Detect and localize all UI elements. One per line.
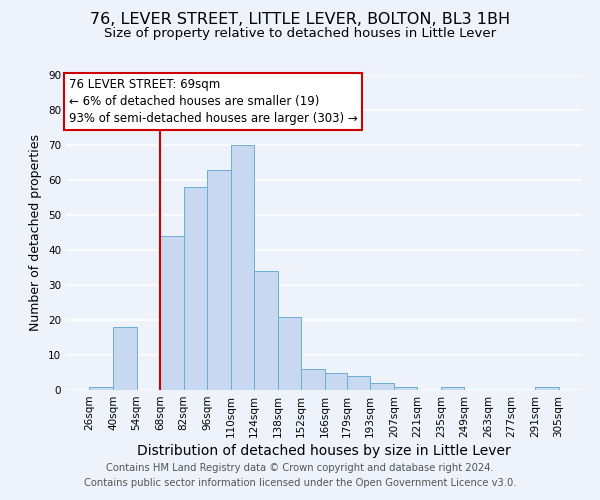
Text: Distribution of detached houses by size in Little Lever: Distribution of detached houses by size … (137, 444, 511, 458)
Bar (301, 369, 325, 390)
Bar (394, 386, 418, 390)
Bar (113, 327, 137, 390)
Bar (535, 386, 559, 390)
Text: 76 LEVER STREET: 69sqm
← 6% of detached houses are smaller (19)
93% of semi-deta: 76 LEVER STREET: 69sqm ← 6% of detached … (68, 78, 358, 125)
Bar (230, 145, 254, 390)
Text: 76, LEVER STREET, LITTLE LEVER, BOLTON, BL3 1BH: 76, LEVER STREET, LITTLE LEVER, BOLTON, … (90, 12, 510, 28)
Text: Size of property relative to detached houses in Little Lever: Size of property relative to detached ho… (104, 28, 496, 40)
Bar (207, 170, 230, 390)
Text: Contains HM Land Registry data © Crown copyright and database right 2024.
Contai: Contains HM Land Registry data © Crown c… (84, 462, 516, 487)
Bar (254, 271, 278, 390)
Bar (184, 187, 207, 390)
Bar (441, 386, 464, 390)
Bar (347, 376, 370, 390)
Bar (325, 372, 347, 390)
Bar (278, 316, 301, 390)
Y-axis label: Number of detached properties: Number of detached properties (29, 134, 43, 331)
Bar (89, 386, 113, 390)
Bar (370, 383, 394, 390)
Bar (160, 236, 184, 390)
